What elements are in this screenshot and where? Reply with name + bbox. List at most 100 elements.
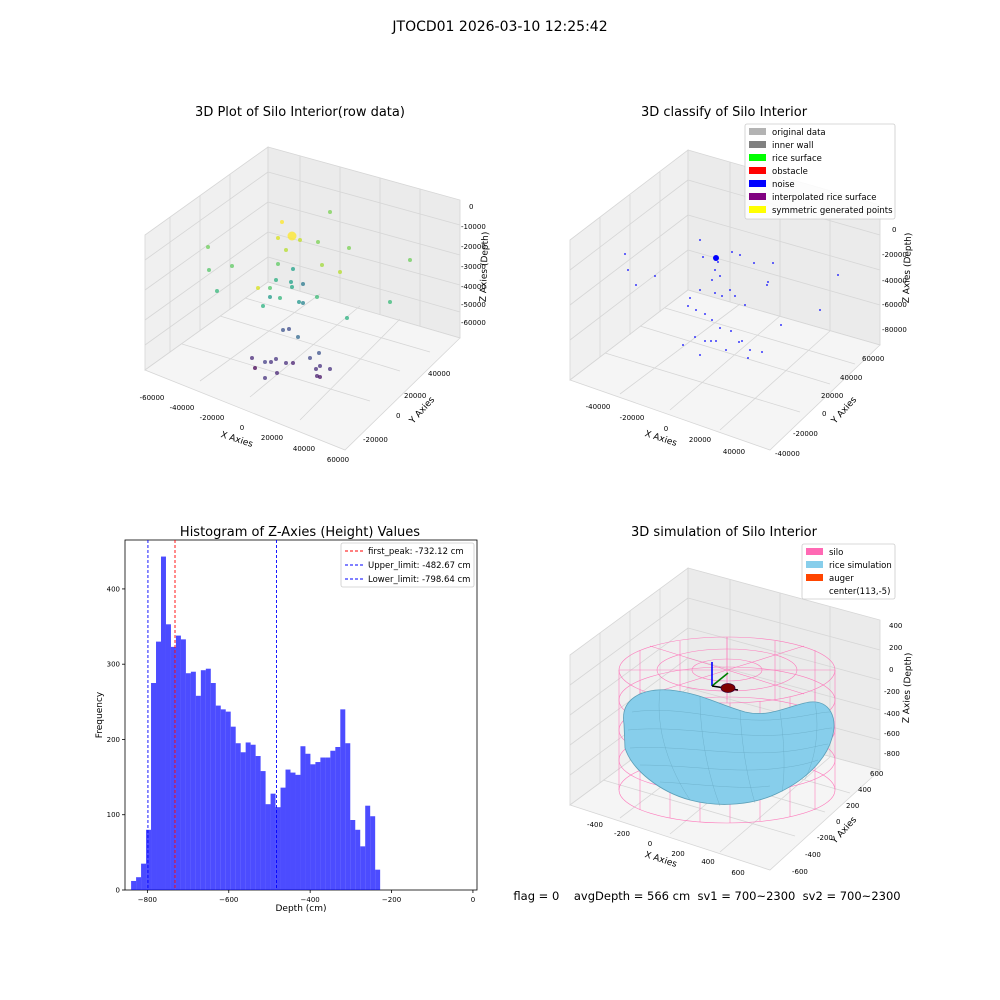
raw-data-point [276, 262, 280, 266]
raw-data-point [284, 361, 288, 365]
histogram-ytick-label: 400 [107, 585, 120, 593]
panel2-legend: original data inner wall rice surface ob… [745, 124, 895, 219]
histogram-xtick-label: −600 [219, 896, 238, 904]
panel4-ztick-4: -400 [884, 710, 900, 718]
histogram-bar [256, 756, 261, 890]
legend-swatch-rice-simulation [806, 561, 823, 568]
histogram-bar [266, 804, 271, 890]
panel4-ytick-4: 200 [846, 802, 859, 810]
legend-label-first-peak: first_peak: -732.12 cm [368, 547, 464, 557]
noise-point-cluster [713, 255, 719, 261]
histogram-bar [310, 764, 315, 890]
histogram-bar [345, 743, 350, 890]
auger-disc [721, 684, 735, 693]
histogram-title: Histogram of Z-Axies (Height) Values [180, 525, 420, 540]
noise-point [738, 341, 740, 343]
histogram-bar [201, 670, 206, 890]
histogram-bar [136, 877, 141, 890]
panel1-ztick-6: -60000 [461, 319, 486, 327]
legend-swatch-inner-wall [749, 141, 766, 148]
panel1-xtick-1: -40000 [170, 404, 195, 412]
noise-point [734, 295, 736, 297]
panel4-ytick-5: 400 [858, 786, 871, 794]
panel4-ztick-6: -800 [884, 750, 900, 758]
histogram-bar [161, 557, 166, 890]
raw-data-point [291, 361, 295, 365]
panel1-xtick-3: 0 [240, 424, 244, 432]
panel1-ytick-2: 20000 [404, 392, 426, 400]
histogram-bar [206, 669, 211, 890]
histogram-xtick-label: −200 [382, 896, 401, 904]
panel2-zlabel: Z Axies (Depth) [902, 233, 914, 304]
histogram-bar [171, 647, 176, 890]
raw-data-point [215, 289, 219, 293]
noise-point [761, 351, 763, 353]
panel2-ztick-0: 0 [892, 226, 896, 234]
histogram-legend: first_peak: -732.12 cm Upper_limit: -482… [341, 543, 474, 587]
histogram-bar [251, 745, 256, 890]
panel4-ytick-1: -400 [805, 851, 821, 859]
panel2-ytick-0: -40000 [775, 450, 800, 458]
noise-point [627, 269, 629, 271]
noise-point [689, 297, 691, 299]
noise-point [766, 284, 768, 286]
panel4-ztick-0: 400 [889, 622, 902, 630]
panel2-legend-box [745, 124, 895, 219]
histogram-ytick-label: 0 [116, 887, 120, 895]
panel4-ztick-5: -600 [884, 730, 900, 738]
figure-suptitle: JTOCD01 2026-03-10 12:25:42 [391, 19, 607, 35]
noise-point [749, 349, 751, 351]
noise-point [654, 275, 656, 277]
noise-point [704, 340, 706, 342]
raw-data-point [276, 236, 280, 240]
histogram-bar [370, 816, 375, 890]
noise-point [719, 275, 721, 277]
noise-point [717, 261, 719, 263]
panel2-ytick-4: 40000 [840, 374, 862, 382]
histogram-bar [211, 683, 216, 890]
raw-data-point [274, 278, 278, 282]
histogram-ytick-label: 300 [107, 661, 120, 669]
raw-data-point [345, 316, 349, 320]
panel4-ytick-0: -600 [792, 868, 808, 876]
panel-simulation: 3D simulation of Silo Interior [513, 525, 914, 903]
noise-point [747, 357, 749, 359]
raw-data-point [338, 270, 342, 274]
histogram-ytick-label: 200 [107, 736, 120, 744]
noise-point [710, 340, 712, 342]
raw-data-point [289, 280, 293, 284]
histogram-bar [181, 639, 186, 890]
noise-point [730, 330, 732, 332]
panel4-ztick-1: 200 [889, 644, 902, 652]
panel4-ytick-3: 0 [836, 818, 840, 826]
legend-label-lower-limit: Lower_limit: -798.64 cm [368, 575, 470, 585]
panel2-ytick-3: 20000 [821, 392, 843, 400]
raw-data-point [269, 360, 273, 364]
raw-data-point [308, 356, 312, 360]
raw-data-point [315, 295, 319, 299]
panel2-ztick-4: -80000 [882, 326, 907, 334]
panel-classify: 3D classify of Silo Interior -40000 -200… [570, 105, 914, 458]
raw-data-point [281, 328, 285, 332]
panel1-xtick-2: -20000 [200, 414, 225, 422]
legend-label-upper-limit: Upper_limit: -482.67 cm [368, 561, 471, 571]
panel2-xtick-2: 0 [664, 425, 668, 433]
panel1-xtick-0: -60000 [140, 394, 165, 402]
noise-point [780, 324, 782, 326]
histogram-bar [290, 773, 295, 890]
legend-label-obstacle: obstacle [772, 167, 808, 177]
raw-data-point [318, 364, 322, 368]
raw-data-point [328, 367, 332, 371]
noise-point [714, 292, 716, 294]
histogram-ylabel: Frequency [95, 691, 105, 738]
histogram-bar [320, 758, 325, 890]
histogram-bar [176, 636, 181, 890]
histogram-xtick-label: 0 [471, 896, 475, 904]
raw-data-point [408, 258, 412, 262]
histogram-bar [350, 820, 355, 890]
noise-point [624, 253, 626, 255]
histogram-bar [315, 762, 320, 890]
panel1-ytick-1: 0 [396, 412, 400, 420]
raw-data-point [207, 268, 211, 272]
